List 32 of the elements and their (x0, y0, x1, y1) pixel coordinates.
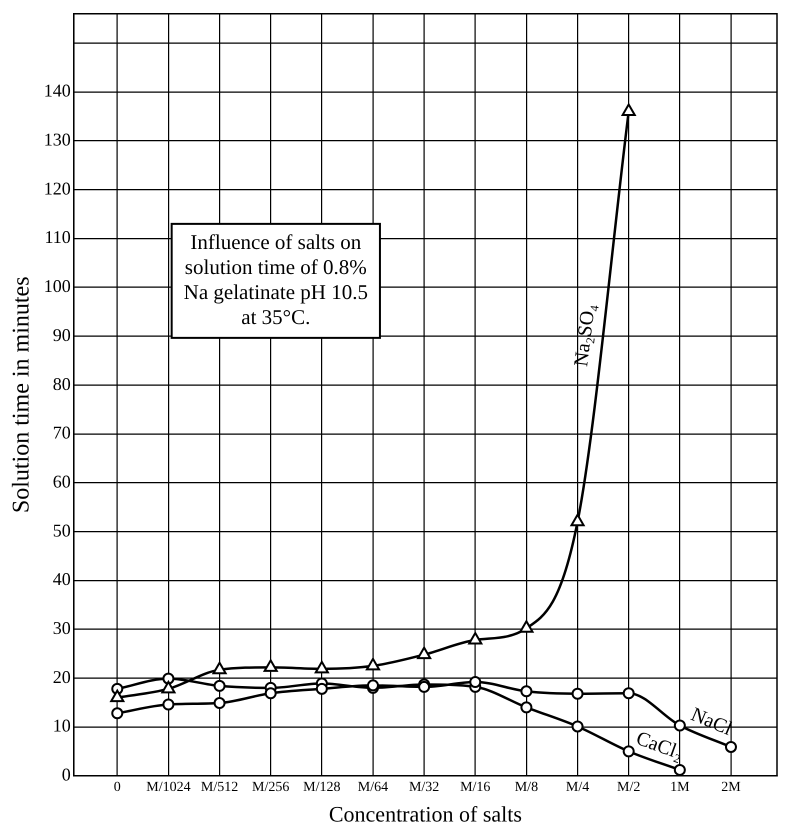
y-tick-label: 130 (44, 130, 71, 150)
y-tick-label: 10 (52, 716, 71, 736)
x-tick-label: 2M (721, 780, 742, 795)
x-tick-label: 1M (670, 780, 690, 795)
x-tick-label: M/512 (200, 780, 238, 795)
y-axis-title: Solution time in minutes (8, 276, 35, 514)
y-tick-label: 140 (44, 80, 71, 101)
y-tick-label: 80 (52, 374, 71, 394)
text: Na₂SO₄ (570, 302, 600, 368)
y-tick-label: 90 (52, 324, 71, 345)
x-tick-label: M/64 (358, 780, 388, 795)
annotation: Influence of salts on solution time of 0.8% Na gelatinate pH 10.5 at 35°C. (184, 230, 368, 329)
x-tick-label: M/32 (408, 780, 440, 795)
y-tick-label: 120 (44, 178, 71, 198)
x-tick-label: M/1024 (146, 780, 191, 795)
y-tick-label: 30 (52, 618, 71, 638)
y-tick-label: 70 (52, 422, 71, 443)
x-tick-label: M/128 (303, 780, 341, 795)
x-tick-label: M/4 (566, 780, 590, 795)
y-tick-label: 60 (52, 471, 71, 492)
y-tick-label: 100 (44, 276, 71, 296)
y-tick-label: 20 (52, 666, 71, 687)
x-tick-label: M/2 (617, 780, 640, 795)
y-tick-label: 50 (52, 520, 71, 540)
x-tick-label: M/8 (514, 780, 538, 795)
x-tick-label: M/16 (460, 780, 490, 795)
y-tick-label: 110 (44, 227, 71, 248)
text: CaCl₂ (633, 727, 686, 764)
x-tick-label: 0 (114, 780, 121, 795)
y-tick-label: 40 (52, 569, 71, 590)
x-tick-label: M/256 (252, 780, 290, 795)
x-axis-title: Concentration of salts (328, 802, 522, 827)
